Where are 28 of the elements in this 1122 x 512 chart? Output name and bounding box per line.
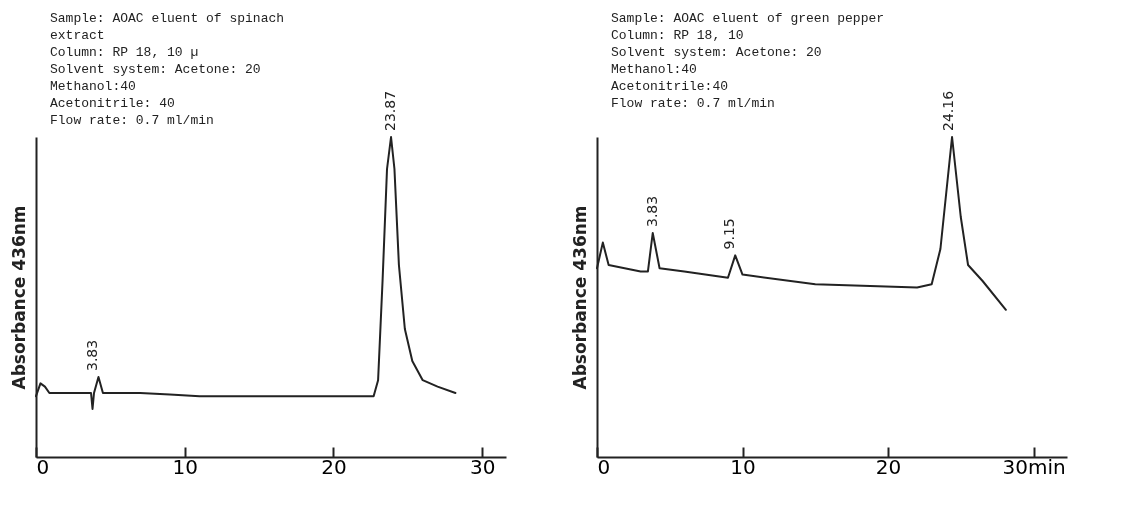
x-tick-label: 30min xyxy=(1002,454,1066,479)
text: Sample: AOAC eluent of spinach xyxy=(50,11,285,26)
annotation: 23.87 xyxy=(382,90,399,131)
text: Solvent system: Acetone: 20 xyxy=(611,45,822,60)
text: Acetonitrile:40 xyxy=(611,79,729,94)
annotation: 3.83 xyxy=(83,339,100,371)
x-tick-label: 30 xyxy=(469,454,496,479)
x-tick-label: 10 xyxy=(172,454,198,479)
text: Sample: AOAC eluent of green pepper xyxy=(611,11,885,26)
text: Flow rate: 0.7 ml/min xyxy=(611,96,775,111)
x-tick-label: 10 xyxy=(730,454,756,479)
annotation: 24.16 xyxy=(939,90,956,131)
text: Solvent system: Acetone: 20 xyxy=(50,62,261,77)
x-tick-label: 0 xyxy=(597,454,611,479)
text: Methanol:40 xyxy=(50,79,136,94)
x-tick-label: 20 xyxy=(875,454,902,479)
x-tick-label: 20 xyxy=(321,454,347,479)
text: Acetonitrile: 40 xyxy=(50,96,175,111)
text: extract xyxy=(50,28,105,43)
y-axis-title: Absorbance 436nm xyxy=(8,205,29,390)
x-tick-label: 0 xyxy=(36,454,50,479)
text: Column: RP 18, 10 µ xyxy=(50,45,199,60)
annotation: 3.83 xyxy=(643,195,660,227)
text: Column: RP 18, 10 xyxy=(611,28,744,43)
text: Methanol:40 xyxy=(611,62,697,77)
y-axis-title: Absorbance 436nm xyxy=(569,205,590,390)
annotation: 9.15 xyxy=(721,218,738,250)
text: Flow rate: 0.7 ml/min xyxy=(50,113,214,128)
